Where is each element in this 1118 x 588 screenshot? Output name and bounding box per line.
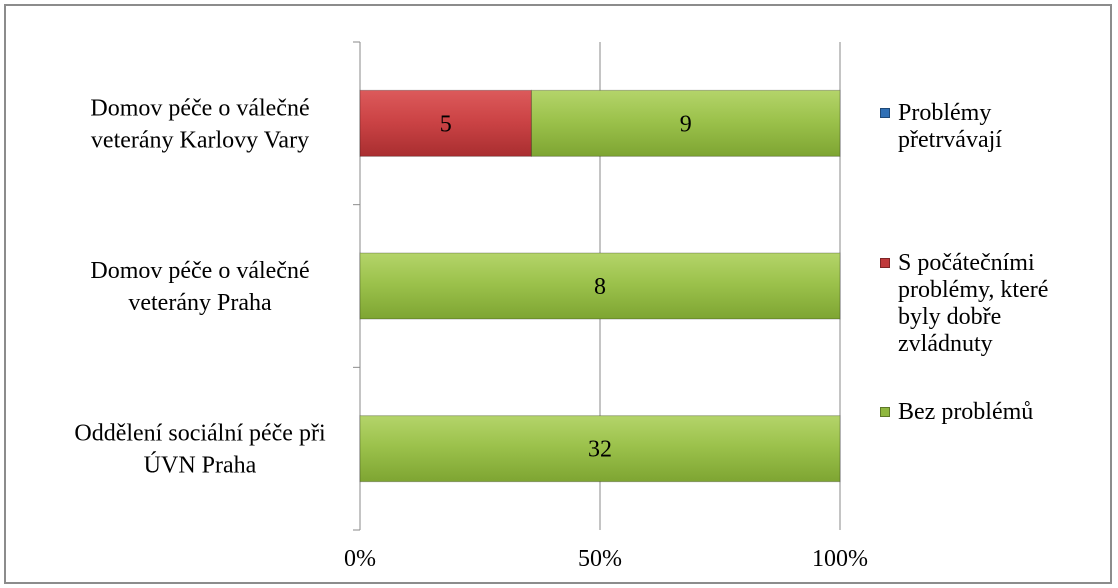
legend-swatch — [880, 258, 890, 268]
legend-label-line: Problémy — [898, 100, 992, 126]
x-tick-label: 100% — [812, 546, 868, 572]
category-label: ÚVN Praha — [144, 452, 257, 479]
bar-segment — [359, 415, 841, 483]
legend-swatch — [880, 108, 890, 118]
legend-label-line: Bez problémů — [898, 399, 1034, 425]
legend-label-line: S počátečními — [898, 250, 1035, 276]
x-tick-label: 50% — [578, 546, 622, 572]
legend-item: S počátečními problémy, které byly dobře zv… — [880, 250, 1095, 358]
legend-label-line: přetrvávají — [898, 127, 1002, 153]
data-label: 32 — [588, 437, 612, 463]
category-label: Oddělení sociální péče při — [74, 421, 326, 447]
legend-label-line: problémy, které — [898, 277, 1049, 303]
legend-label-line: zvládnuty — [898, 331, 993, 357]
legend-item: Bez problémů — [880, 399, 1095, 426]
category-label: veterány Karlovy Vary — [91, 127, 309, 153]
legend-label: Problémy přetrvávají — [898, 100, 1095, 154]
bar-segment — [359, 252, 841, 320]
data-label: 9 — [680, 111, 692, 137]
category-label: veterány Praha — [128, 290, 272, 316]
legend-swatch — [880, 407, 890, 417]
legend-label: Bez problémů — [898, 399, 1095, 426]
bar-segment — [359, 89, 532, 157]
legend-item: Problémy přetrvávají — [880, 100, 1095, 154]
data-label: 5 — [440, 111, 452, 137]
bar-segment — [530, 89, 841, 157]
legend-label-line: byly dobře — [898, 304, 1002, 330]
legend-label: S počátečními problémy, které byly dobře zv… — [898, 250, 1095, 358]
category-label: Domov péče o válečné — [90, 258, 309, 284]
category-label: Domov péče o válečné — [90, 95, 309, 121]
data-label: 8 — [594, 274, 606, 300]
x-tick-label: 0% — [344, 546, 376, 572]
